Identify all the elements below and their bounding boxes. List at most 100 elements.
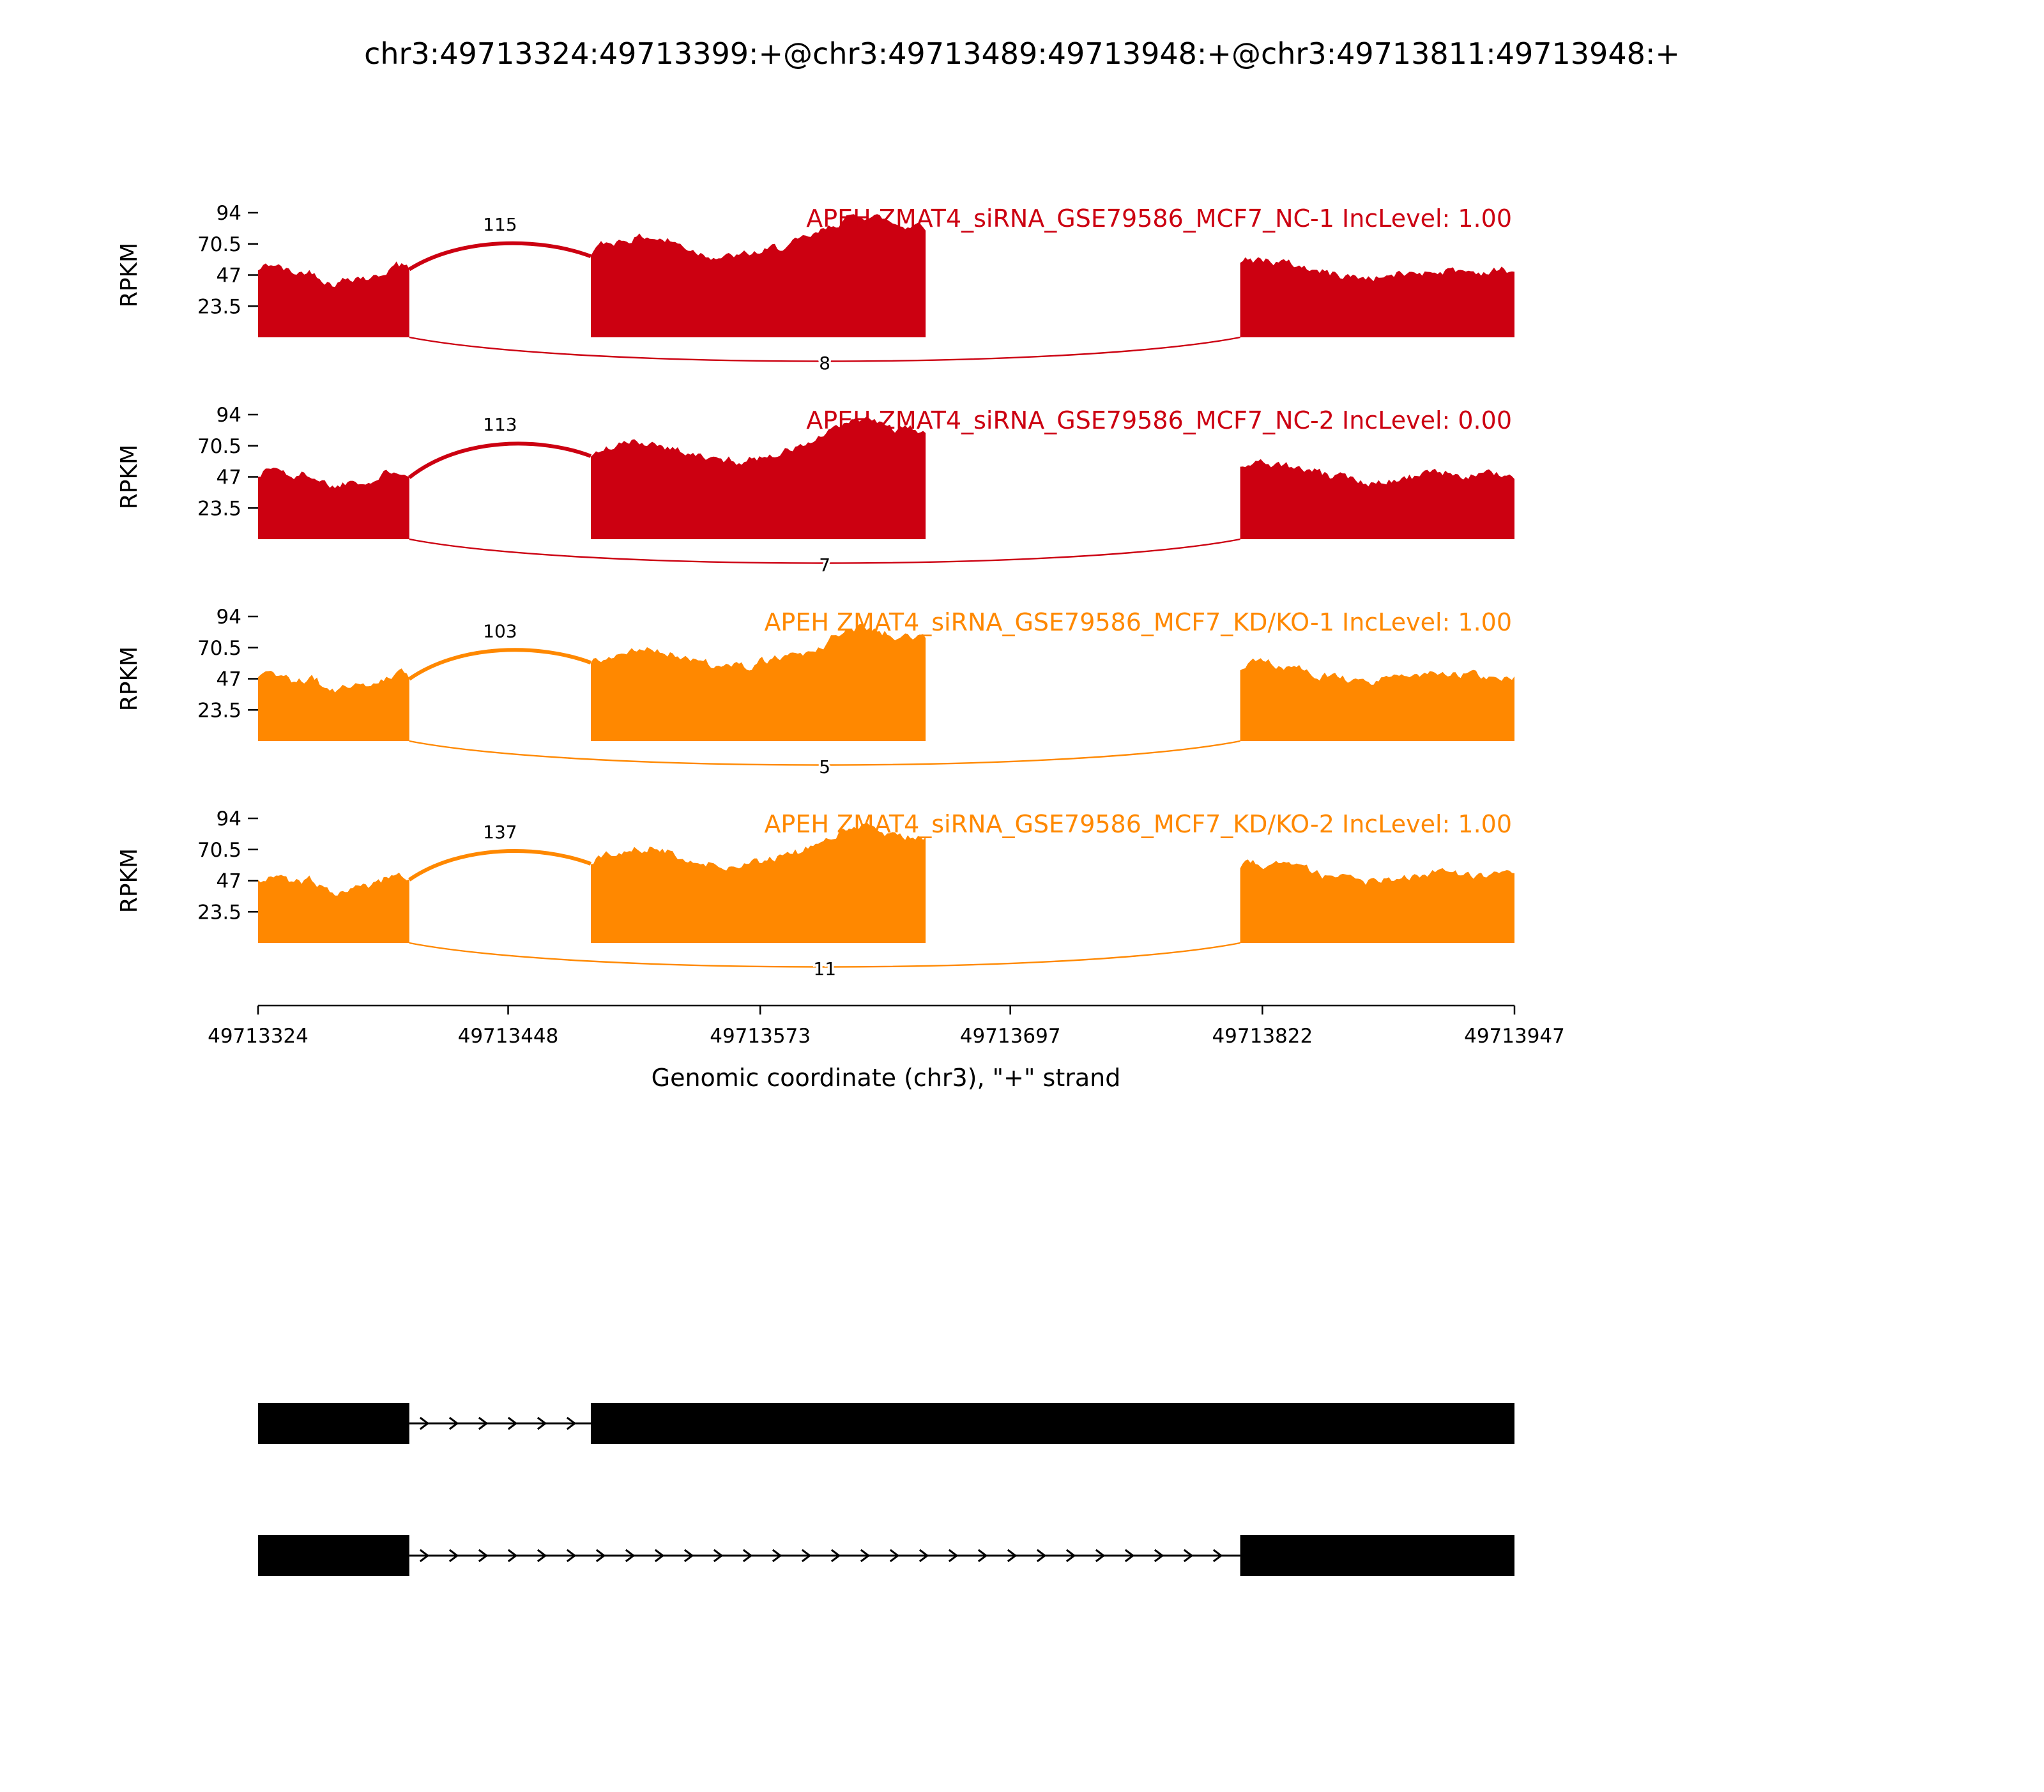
coverage-region-1 xyxy=(258,872,409,943)
strand-arrow xyxy=(1065,1549,1076,1563)
junction-arc-skipping xyxy=(409,942,1240,968)
coverage-region-3 xyxy=(1240,257,1514,337)
y-tick-label: 47 xyxy=(217,668,241,691)
coverage-region-2 xyxy=(591,416,926,539)
y-tick-label: 94 xyxy=(217,202,241,225)
strand-arrow xyxy=(566,1549,577,1563)
y-tick-label: 94 xyxy=(217,808,241,831)
transcript-1 xyxy=(258,1403,1514,1444)
y-tick-label: 94 xyxy=(217,404,241,427)
y-tick-label: 70.5 xyxy=(197,233,241,256)
strand-arrow xyxy=(860,1549,871,1563)
strand-arrow xyxy=(1183,1549,1194,1563)
strand-arrow xyxy=(801,1549,812,1563)
track-2: 23.5 47 70.5 94 RPKM 113 7 APEH ZMAT4_siRNA_GSE… xyxy=(116,404,1514,578)
strand-arrow xyxy=(713,1549,724,1563)
strand-arrow xyxy=(595,1549,606,1563)
y-tick-label: 23.5 xyxy=(197,901,241,924)
x-tick-label: 49713697 xyxy=(960,1025,1061,1048)
junction-arc-inclusion xyxy=(408,241,592,272)
junction-count-inclusion: 113 xyxy=(483,414,517,435)
junction-arc-skipping xyxy=(409,336,1240,362)
transcript-2-exon-1 xyxy=(258,1535,409,1576)
junction-count-skipping: 8 xyxy=(819,353,830,374)
coverage-region-3 xyxy=(1240,658,1514,741)
x-axis-title: Genomic coordinate (chr3), "+" strand xyxy=(652,1064,1121,1092)
junction-count-inclusion: 115 xyxy=(483,214,517,235)
strand-arrow xyxy=(537,1416,547,1430)
x-tick-label: 49713448 xyxy=(458,1025,559,1048)
coverage-region-2 xyxy=(591,624,926,741)
strand-arrow xyxy=(507,1549,518,1563)
strand-arrow xyxy=(1212,1549,1223,1563)
strand-arrow xyxy=(566,1416,577,1430)
junction-arc-inclusion xyxy=(408,648,592,681)
junction-count-skipping: 11 xyxy=(813,958,836,979)
strand-arrow xyxy=(742,1549,753,1563)
strand-arrow xyxy=(625,1549,636,1563)
junction-count-skipping: 5 xyxy=(819,756,830,777)
transcript-2 xyxy=(258,1535,1514,1576)
transcript-2-exon-2 xyxy=(1240,1535,1514,1576)
y-tick-label: 23.5 xyxy=(197,295,241,318)
coverage-region-1 xyxy=(258,261,409,337)
y-tick-label: 94 xyxy=(217,606,241,629)
track-title: APEH ZMAT4_siRNA_GSE79586_MCF7_KD/KO-1 I… xyxy=(764,608,1512,636)
coverage-region-2 xyxy=(591,822,926,943)
strand-arrow xyxy=(683,1549,694,1563)
transcript-1-exon-2 xyxy=(590,1403,1514,1444)
y-tick-label: 47 xyxy=(217,466,241,489)
transcripts-layer xyxy=(258,1403,1514,1576)
y-axis-label: RPKM xyxy=(116,848,142,913)
track-4: 23.5 47 70.5 94 RPKM 137 11 APEH ZMAT4_siRNA_GS… xyxy=(116,808,1514,982)
strand-arrow xyxy=(977,1549,988,1563)
strand-arrow xyxy=(1095,1549,1106,1563)
coverage-region-3 xyxy=(1240,859,1514,943)
y-tick-label: 70.5 xyxy=(197,839,241,862)
y-axis-label: RPKM xyxy=(116,445,142,509)
y-tick-label: 70.5 xyxy=(197,637,241,660)
track-1: 23.5 47 70.5 94 RPKM 115 8 APEH ZMAT4_siRNA_GSE… xyxy=(116,202,1514,376)
x-tick-label: 49713324 xyxy=(208,1025,309,1048)
junction-arc-inclusion xyxy=(408,849,592,882)
strand-arrow xyxy=(1154,1549,1164,1563)
strand-arrow xyxy=(448,1416,459,1430)
coverage-region-1 xyxy=(258,668,409,741)
strand-arrow xyxy=(919,1549,929,1563)
strand-arrow xyxy=(1007,1549,1018,1563)
strand-arrow xyxy=(419,1416,430,1430)
strand-arrow xyxy=(772,1549,782,1563)
strand-arrow xyxy=(1036,1549,1047,1563)
strand-arrow xyxy=(948,1549,959,1563)
junction-arc-skipping xyxy=(409,740,1240,766)
track-3: 23.5 47 70.5 94 RPKM 103 5 APEH ZMAT4_siRNA_GSE… xyxy=(116,606,1514,780)
strand-arrow xyxy=(654,1549,665,1563)
y-tick-label: 70.5 xyxy=(197,435,241,458)
figure-title: chr3:49713324:49713399:+@chr3:49713489:4… xyxy=(364,36,1680,71)
strand-arrow xyxy=(830,1549,841,1563)
y-axis-label: RPKM xyxy=(116,647,142,711)
y-axis-label: RPKM xyxy=(116,243,142,307)
junction-count-skipping: 7 xyxy=(819,555,830,576)
y-tick-label: 23.5 xyxy=(197,699,241,722)
strand-arrow xyxy=(478,1416,489,1430)
strand-arrow xyxy=(478,1549,489,1563)
strand-arrow xyxy=(537,1549,547,1563)
junction-count-inclusion: 137 xyxy=(483,822,517,843)
strand-arrow xyxy=(419,1549,430,1563)
track-title: APEH ZMAT4_siRNA_GSE79586_MCF7_NC-1 IncL… xyxy=(806,204,1512,233)
x-tick-label: 49713822 xyxy=(1212,1025,1313,1048)
transcript-1-exon-1 xyxy=(258,1403,409,1444)
track-title: APEH ZMAT4_siRNA_GSE79586_MCF7_NC-2 IncL… xyxy=(806,406,1512,434)
strand-arrow xyxy=(448,1549,459,1563)
coverage-region-3 xyxy=(1240,459,1514,539)
junction-count-inclusion: 103 xyxy=(483,620,517,641)
track-title: APEH ZMAT4_siRNA_GSE79586_MCF7_KD/KO-2 I… xyxy=(764,810,1512,838)
coverage-region-2 xyxy=(591,214,926,337)
y-tick-label: 47 xyxy=(217,264,241,287)
strand-arrow xyxy=(1124,1549,1135,1563)
x-tick-label: 49713947 xyxy=(1464,1025,1565,1048)
